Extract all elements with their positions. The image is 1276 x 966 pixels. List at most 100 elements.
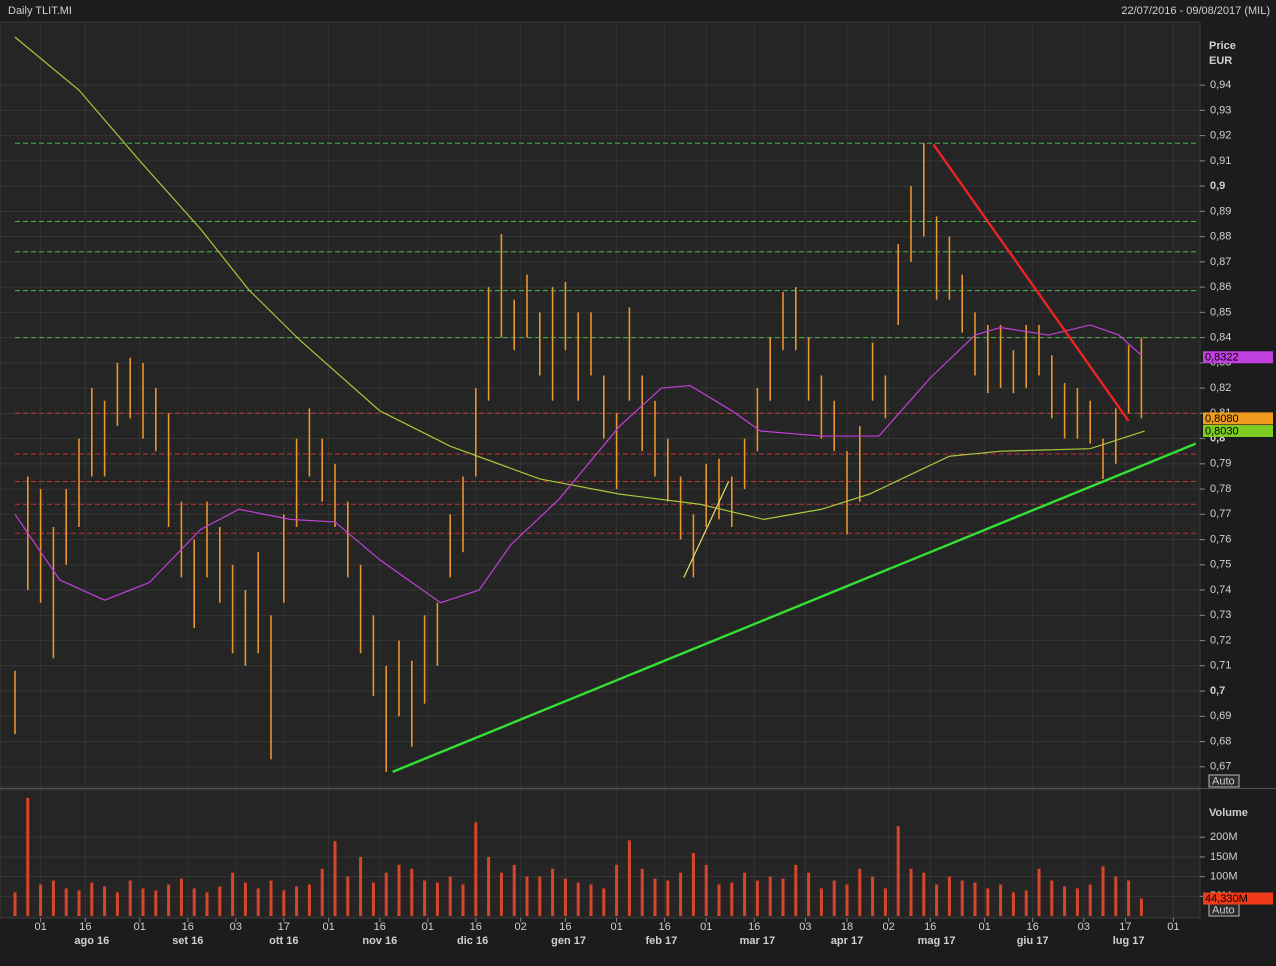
volume-bar [39,884,43,916]
y-tick-label: 0,74 [1210,584,1231,596]
y-tick-label: 0,78 [1210,483,1231,495]
volume-bar [231,872,235,916]
volume-bar [103,886,107,916]
volume-bar [858,868,862,916]
x-tick-label: 01 [978,921,990,933]
y-tick-label: 0,93 [1210,104,1231,116]
x-tick-label: 16 [79,921,91,933]
volume-bar [589,884,593,916]
y-tick-label: 0,85 [1210,306,1231,318]
x-tick-label: 01 [322,921,334,933]
volume-bar [551,868,555,916]
scale-button[interactable] [1208,774,1240,788]
volume-bar [512,864,516,916]
x-tick-label: 01 [422,921,434,933]
x-tick-label: 03 [1078,921,1090,933]
x-tick-label: 01 [1167,921,1179,933]
volume-scale-button-label[interactable]: Auto [1212,904,1235,916]
x-tick-label: 16 [924,921,936,933]
y-axis-label: Price [1209,40,1236,52]
volume-bar [653,878,657,916]
volume-bar [781,878,785,916]
volume-bar [26,797,30,916]
volume-bar [115,892,119,916]
x-tick-label: 18 [841,921,853,933]
month-label: nov 16 [362,935,397,947]
x-tick-label: 02 [882,921,894,933]
x-tick-label: 03 [799,921,811,933]
x-tick-label: 16 [658,921,670,933]
volume-bar [1114,876,1118,916]
volume-bar [384,872,388,916]
volume-bar [819,888,823,916]
y-tick-label: 0,71 [1210,660,1231,672]
chart-title: Daily TLIT.MI [8,5,72,17]
volume-bar [51,880,55,916]
scale-button-label[interactable]: Auto [1212,775,1235,787]
trend-line [683,481,730,578]
volume-bar [935,884,939,916]
volume-bar [192,888,196,916]
volume-bar [525,876,529,916]
y-tick-label: 0,77 [1210,508,1231,520]
y-tick-label: 0,88 [1210,231,1231,243]
volume-bar [1050,880,1054,916]
volume-axis-label: Volume [1209,807,1248,819]
y-tick-label: 0,86 [1210,281,1231,293]
month-label: mar 17 [740,935,775,947]
volume-bar [256,888,260,916]
volume-bar [973,882,977,916]
volume-bar [141,888,145,916]
y-tick-label: 200M [1210,831,1238,843]
x-tick-label: 01 [700,921,712,933]
volume-bar [896,826,900,916]
volume-bar [167,884,171,916]
x-tick-label: 16 [559,921,571,933]
trend-line [392,442,1197,773]
volume-bar [666,880,670,916]
volume-bar [563,878,567,916]
last-value-tag [1203,412,1273,425]
volume-bar [679,872,683,916]
x-tick-label: 17 [278,921,290,933]
volume-bar [435,882,439,916]
month-label: mag 17 [918,935,956,947]
y-tick-label: 0,91 [1210,155,1231,167]
y-tick-label: 0,76 [1210,533,1231,545]
volume-bar [640,868,644,916]
volume-bar [1037,868,1041,916]
y-tick-label: 0,68 [1210,735,1231,747]
volume-bar [704,864,708,916]
y-tick-label: 0,87 [1210,256,1231,268]
volume-bar [448,876,452,916]
volume-bar [320,868,324,916]
volume-bar [269,880,273,916]
volume-bar [205,892,209,916]
y-tick-label: 0,67 [1210,761,1231,773]
volume-bar [423,880,427,916]
moving-average [14,36,1145,520]
y-tick-label: 0,84 [1210,332,1231,344]
x-tick-label: 03 [230,921,242,933]
volume-bar [243,882,247,916]
volume-bar [1088,884,1092,916]
y-axis-unit: EUR [1209,55,1232,67]
volume-bar [576,882,580,916]
volume-bar [845,884,849,916]
volume-bar [999,884,1003,916]
moving-average [14,324,1142,604]
month-label: set 16 [172,935,203,947]
volume-bar [307,884,311,916]
y-tick-label: 0,7 [1210,685,1225,697]
volume-bar [461,884,465,916]
x-tick-label: 17 [1119,921,1131,933]
y-tick-label: 0,73 [1210,609,1231,621]
y-tick-label: 0,72 [1210,634,1231,646]
volume-bar [717,884,721,916]
x-tick-label: 16 [374,921,386,933]
volume-bar [371,882,375,916]
y-tick-label: 0,89 [1210,205,1231,217]
last-value-label: 0,8080 [1205,413,1239,425]
